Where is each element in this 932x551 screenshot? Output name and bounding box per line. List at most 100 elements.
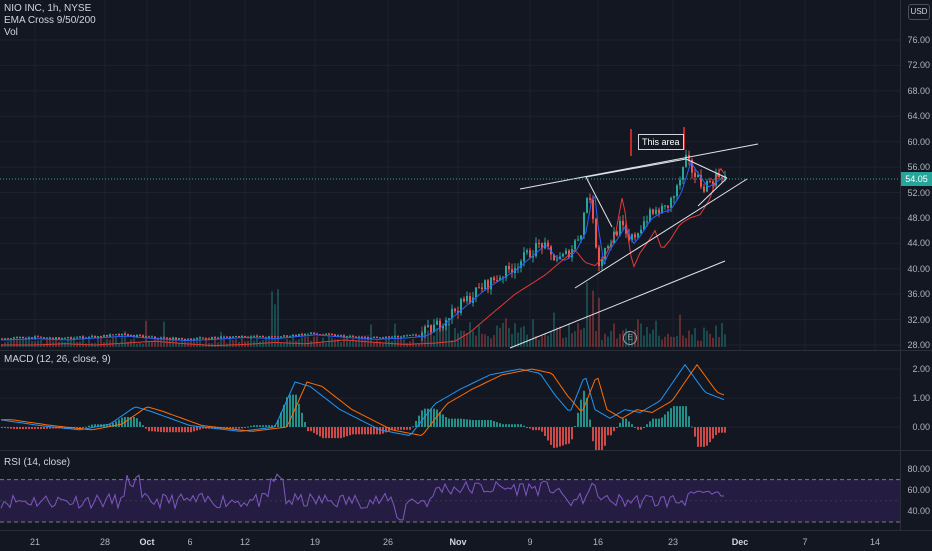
candle-body xyxy=(199,337,201,339)
candle-body xyxy=(124,333,126,335)
legend-vol[interactable]: Vol xyxy=(4,27,18,38)
candle-body xyxy=(121,333,123,336)
macd-bar xyxy=(277,420,279,427)
volume-bar xyxy=(13,337,15,347)
candle-body xyxy=(232,336,234,338)
macd-bar xyxy=(196,427,198,431)
macd-bar xyxy=(193,427,195,432)
legend-symbol[interactable]: NIO INC, 1h, NYSE xyxy=(4,3,92,14)
macd-bar xyxy=(643,427,645,428)
macd-bar xyxy=(157,427,159,432)
volume-bar xyxy=(532,319,534,347)
volume-bar xyxy=(595,330,597,347)
price-axis[interactable]: 76.00 72.00 68.00 64.00 60.00 56.00 52.00 48.00… xyxy=(900,0,932,530)
price-chart-pane[interactable]: NIO INC, 1h, NYSE EMA Cross 9/50/200 Vol… xyxy=(0,0,900,350)
pane-separator[interactable] xyxy=(0,450,932,451)
candle-body xyxy=(376,336,378,338)
volume-bar xyxy=(130,339,132,347)
volume-bar xyxy=(259,341,261,347)
time-axis[interactable]: 21 28 Oct 6 12 19 26 Nov 9 16 23 Dec 7 14 xyxy=(0,530,932,551)
volume-bar xyxy=(217,342,219,347)
candle-body xyxy=(187,339,189,341)
candle-body xyxy=(643,221,645,230)
earnings-event-marker[interactable]: E xyxy=(623,331,637,345)
rsi-tick-label: 40.00 xyxy=(907,506,930,517)
volume-bar xyxy=(568,323,570,347)
macd-bar xyxy=(367,427,369,435)
candle-body xyxy=(538,243,540,245)
volume-bar xyxy=(538,339,540,347)
trendline xyxy=(574,178,748,289)
volume-bar xyxy=(100,337,102,347)
macd-bar xyxy=(478,420,480,427)
macd-pane[interactable]: MACD (12, 26, close, 9) xyxy=(0,351,900,450)
volume-bar xyxy=(652,329,654,347)
macd-bar xyxy=(4,427,6,428)
candle-body xyxy=(712,181,714,186)
candle-body xyxy=(607,246,609,249)
macd-bar xyxy=(481,420,483,427)
macd-bar xyxy=(661,417,663,427)
candle-body xyxy=(340,335,342,337)
macd-bar xyxy=(448,418,450,427)
macd-bar xyxy=(595,427,597,450)
volume-bar xyxy=(85,343,87,347)
legend-ema[interactable]: EMA Cross 9/50/200 xyxy=(4,15,96,26)
volume-bar xyxy=(460,330,462,347)
macd-bar xyxy=(691,426,693,428)
volume-bar xyxy=(202,343,204,347)
time-tick-label: 23 xyxy=(667,537,679,547)
volume-bar xyxy=(691,334,693,347)
volume-bar xyxy=(10,339,12,347)
pane-separator[interactable] xyxy=(0,350,932,351)
currency-badge[interactable]: USD xyxy=(908,4,930,20)
volume-bar xyxy=(436,328,438,347)
legend-rsi[interactable]: RSI (14, close) xyxy=(4,457,71,468)
macd-bar xyxy=(10,427,12,429)
macd-bar xyxy=(388,427,390,432)
macd-bar xyxy=(424,408,426,427)
macd-bar xyxy=(454,418,456,427)
macd-bar xyxy=(316,427,318,435)
macd-bar xyxy=(433,408,435,427)
macd-bar xyxy=(121,417,123,427)
volume-bar xyxy=(148,342,150,347)
macd-bar xyxy=(577,412,579,427)
volume-bar xyxy=(193,338,195,347)
candle-body xyxy=(571,249,573,258)
candle-body xyxy=(1,338,3,340)
candle-body xyxy=(238,336,240,338)
macd-bar xyxy=(673,406,675,427)
volume-bar xyxy=(502,322,504,347)
candle-body xyxy=(361,336,363,338)
volume-bar xyxy=(724,334,726,347)
volume-bar xyxy=(463,330,465,347)
macd-bar xyxy=(82,427,84,428)
candle-body xyxy=(418,335,420,337)
candle-body xyxy=(619,220,621,236)
price-chart[interactable] xyxy=(0,0,900,350)
trendline xyxy=(519,143,759,190)
legend-macd[interactable]: MACD (12, 26, close, 9) xyxy=(4,354,111,365)
macd-bar xyxy=(400,427,402,430)
time-tick-label: 9 xyxy=(527,537,533,547)
volume-bar xyxy=(268,336,270,347)
volume-bar xyxy=(319,343,321,347)
annotation-label[interactable]: This area xyxy=(638,134,684,150)
candle-body xyxy=(442,326,444,329)
candle-body xyxy=(634,234,636,238)
price-tick-label: 64.00 xyxy=(907,111,930,122)
volume-bar xyxy=(367,335,369,347)
macd-bar xyxy=(184,427,186,433)
candle-body xyxy=(496,280,498,282)
candle-body xyxy=(172,337,174,340)
volume-bar xyxy=(178,342,180,347)
macd-bar xyxy=(547,427,549,441)
volume-bar xyxy=(589,315,591,347)
volume-bar xyxy=(658,335,660,347)
candle-body xyxy=(91,335,93,337)
volume-bar xyxy=(430,327,432,347)
rsi-pane[interactable]: RSI (14, close) xyxy=(0,451,900,528)
candle-body xyxy=(292,334,294,337)
candle-body xyxy=(541,243,543,249)
